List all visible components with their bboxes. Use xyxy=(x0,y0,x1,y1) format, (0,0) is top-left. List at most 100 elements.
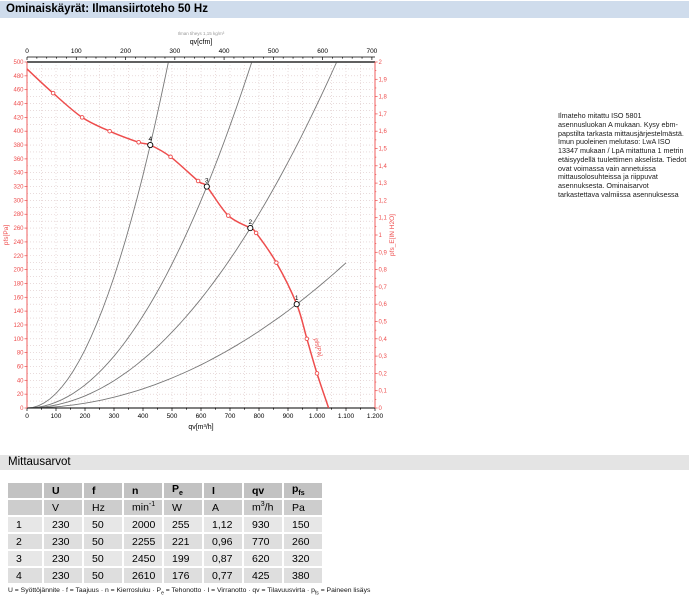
left-tick-label: 180 xyxy=(13,281,24,287)
left-tick-label: 380 xyxy=(13,143,24,149)
top-tick-label: 200 xyxy=(120,48,131,55)
value-cell: 0,87 xyxy=(204,551,242,566)
value-cell: 1,12 xyxy=(204,517,242,532)
left-axis-title: pfs[Pa] xyxy=(3,225,10,245)
operating-point xyxy=(293,301,300,308)
column-unit: V xyxy=(44,500,82,515)
left-tick-label: 420 xyxy=(13,115,24,121)
row-index-cell: 4 xyxy=(8,568,42,583)
value-cell: 0,96 xyxy=(204,534,242,549)
column-symbol: f xyxy=(84,483,122,498)
right-tick-label: 0,8 xyxy=(379,268,388,274)
fan-curve xyxy=(26,68,330,409)
system-curve xyxy=(27,262,347,409)
left-tick-label: 20 xyxy=(17,392,24,398)
value-cell: 425 xyxy=(244,568,282,583)
bottom-tick-label: 800 xyxy=(254,413,265,420)
table-row: 1 230 50 2000 255 1,12 930 150 xyxy=(8,517,322,532)
right-tick-label: 0,5 xyxy=(379,320,388,326)
value-cell: 2610 xyxy=(124,568,162,583)
curve-marker xyxy=(136,140,141,145)
value-cell: 380 xyxy=(284,568,322,583)
left-tick-label: 160 xyxy=(13,295,24,301)
value-cell: 199 xyxy=(164,551,202,566)
table-row: 3 230 50 2450 199 0,87 620 320 xyxy=(8,551,322,566)
value-cell: 260 xyxy=(284,534,322,549)
operating-point-label: 4 xyxy=(148,136,152,143)
value-cell: 620 xyxy=(244,551,282,566)
bottom-tick-label: 700 xyxy=(225,413,236,420)
bottom-tick-label: 100 xyxy=(51,413,62,420)
value-cell: 50 xyxy=(84,551,122,566)
operating-point xyxy=(203,183,210,190)
right-tick-label: 1,4 xyxy=(379,164,388,170)
left-tick-label: 260 xyxy=(13,226,24,232)
table-row: 4 230 50 2610 176 0,77 425 380 xyxy=(8,568,322,583)
column-symbol: I xyxy=(204,483,242,498)
value-cell: 320 xyxy=(284,551,322,566)
bottom-tick-label: 600 xyxy=(196,413,207,420)
top-tick-label: 500 xyxy=(268,48,279,55)
bottom-tick-label: 200 xyxy=(80,413,91,420)
right-axis-title: pfs_E[IN H2O] xyxy=(389,214,396,256)
bottom-tick-label: 1.000 xyxy=(309,413,326,420)
value-cell: 770 xyxy=(244,534,282,549)
system-curve xyxy=(26,61,169,409)
right-tick-label: 0,9 xyxy=(379,250,388,256)
left-tick-label: 360 xyxy=(13,157,24,163)
value-cell: 230 xyxy=(44,568,82,583)
symbol-legend: U = Syöttöjännite · f = Taajuus · n = Ki… xyxy=(8,587,371,597)
page-title: Ominaiskäyrät: Ilmansiirtoteho 50 Hz xyxy=(6,3,208,15)
value-cell: 50 xyxy=(84,568,122,583)
left-tick-label: 60 xyxy=(17,364,24,370)
column-symbol: pfs xyxy=(284,483,322,498)
value-cell: 230 xyxy=(44,551,82,566)
performance-chart: 0 100 200 300 400 500 600 700 qv[cfm] Ilman tihey… xyxy=(0,28,430,448)
operating-point-label: 3 xyxy=(205,178,209,185)
value-cell: 230 xyxy=(44,517,82,532)
top-tick-label: 300 xyxy=(169,48,180,55)
left-tick-label: 320 xyxy=(13,185,24,191)
right-tick-label: 1,9 xyxy=(379,77,388,83)
page-title-bar: Ominaiskäyrät: Ilmansiirtoteho 50 Hz xyxy=(0,1,689,18)
curve-marker xyxy=(107,128,112,134)
curve-marker xyxy=(274,260,279,265)
value-cell: 50 xyxy=(84,517,122,532)
corner-cell xyxy=(8,500,42,515)
curve-marker xyxy=(195,178,201,184)
curve-marker xyxy=(50,90,56,96)
bottom-tick-label: 900 xyxy=(283,413,294,420)
left-tick-label: 400 xyxy=(13,129,24,135)
right-tick-label: 1,5 xyxy=(379,147,388,153)
table-row: 2 230 50 2255 221 0,96 770 260 xyxy=(8,534,322,549)
left-tick-label: 120 xyxy=(13,323,24,329)
curve-marker xyxy=(79,115,85,120)
column-unit: m3/h xyxy=(244,500,282,515)
left-tick-label: 200 xyxy=(13,268,24,274)
right-tick-label: 0,1 xyxy=(379,389,388,395)
top-tick-label: 0 xyxy=(25,48,29,55)
left-tick-label: 280 xyxy=(13,212,24,218)
curve-marker xyxy=(304,336,310,342)
row-index-cell: 1 xyxy=(8,517,42,532)
value-cell: 255 xyxy=(164,517,202,532)
left-tick-label: 40 xyxy=(17,378,24,384)
value-cell: 176 xyxy=(164,568,202,583)
right-tick-label: 0,3 xyxy=(379,354,388,360)
curve-marker xyxy=(314,371,320,376)
left-tick-label: 340 xyxy=(13,171,24,177)
column-symbol: qv xyxy=(244,483,282,498)
value-cell: 0,77 xyxy=(204,568,242,583)
operating-point-label: 2 xyxy=(248,219,252,226)
corner-cell xyxy=(8,483,42,498)
right-tick-label: 0,6 xyxy=(379,302,388,308)
column-symbol: U xyxy=(44,483,82,498)
curve-marker xyxy=(253,230,259,236)
top-tick-label: 100 xyxy=(71,48,82,55)
left-tick-label: 100 xyxy=(13,337,24,343)
left-tick-label: 300 xyxy=(13,198,24,204)
